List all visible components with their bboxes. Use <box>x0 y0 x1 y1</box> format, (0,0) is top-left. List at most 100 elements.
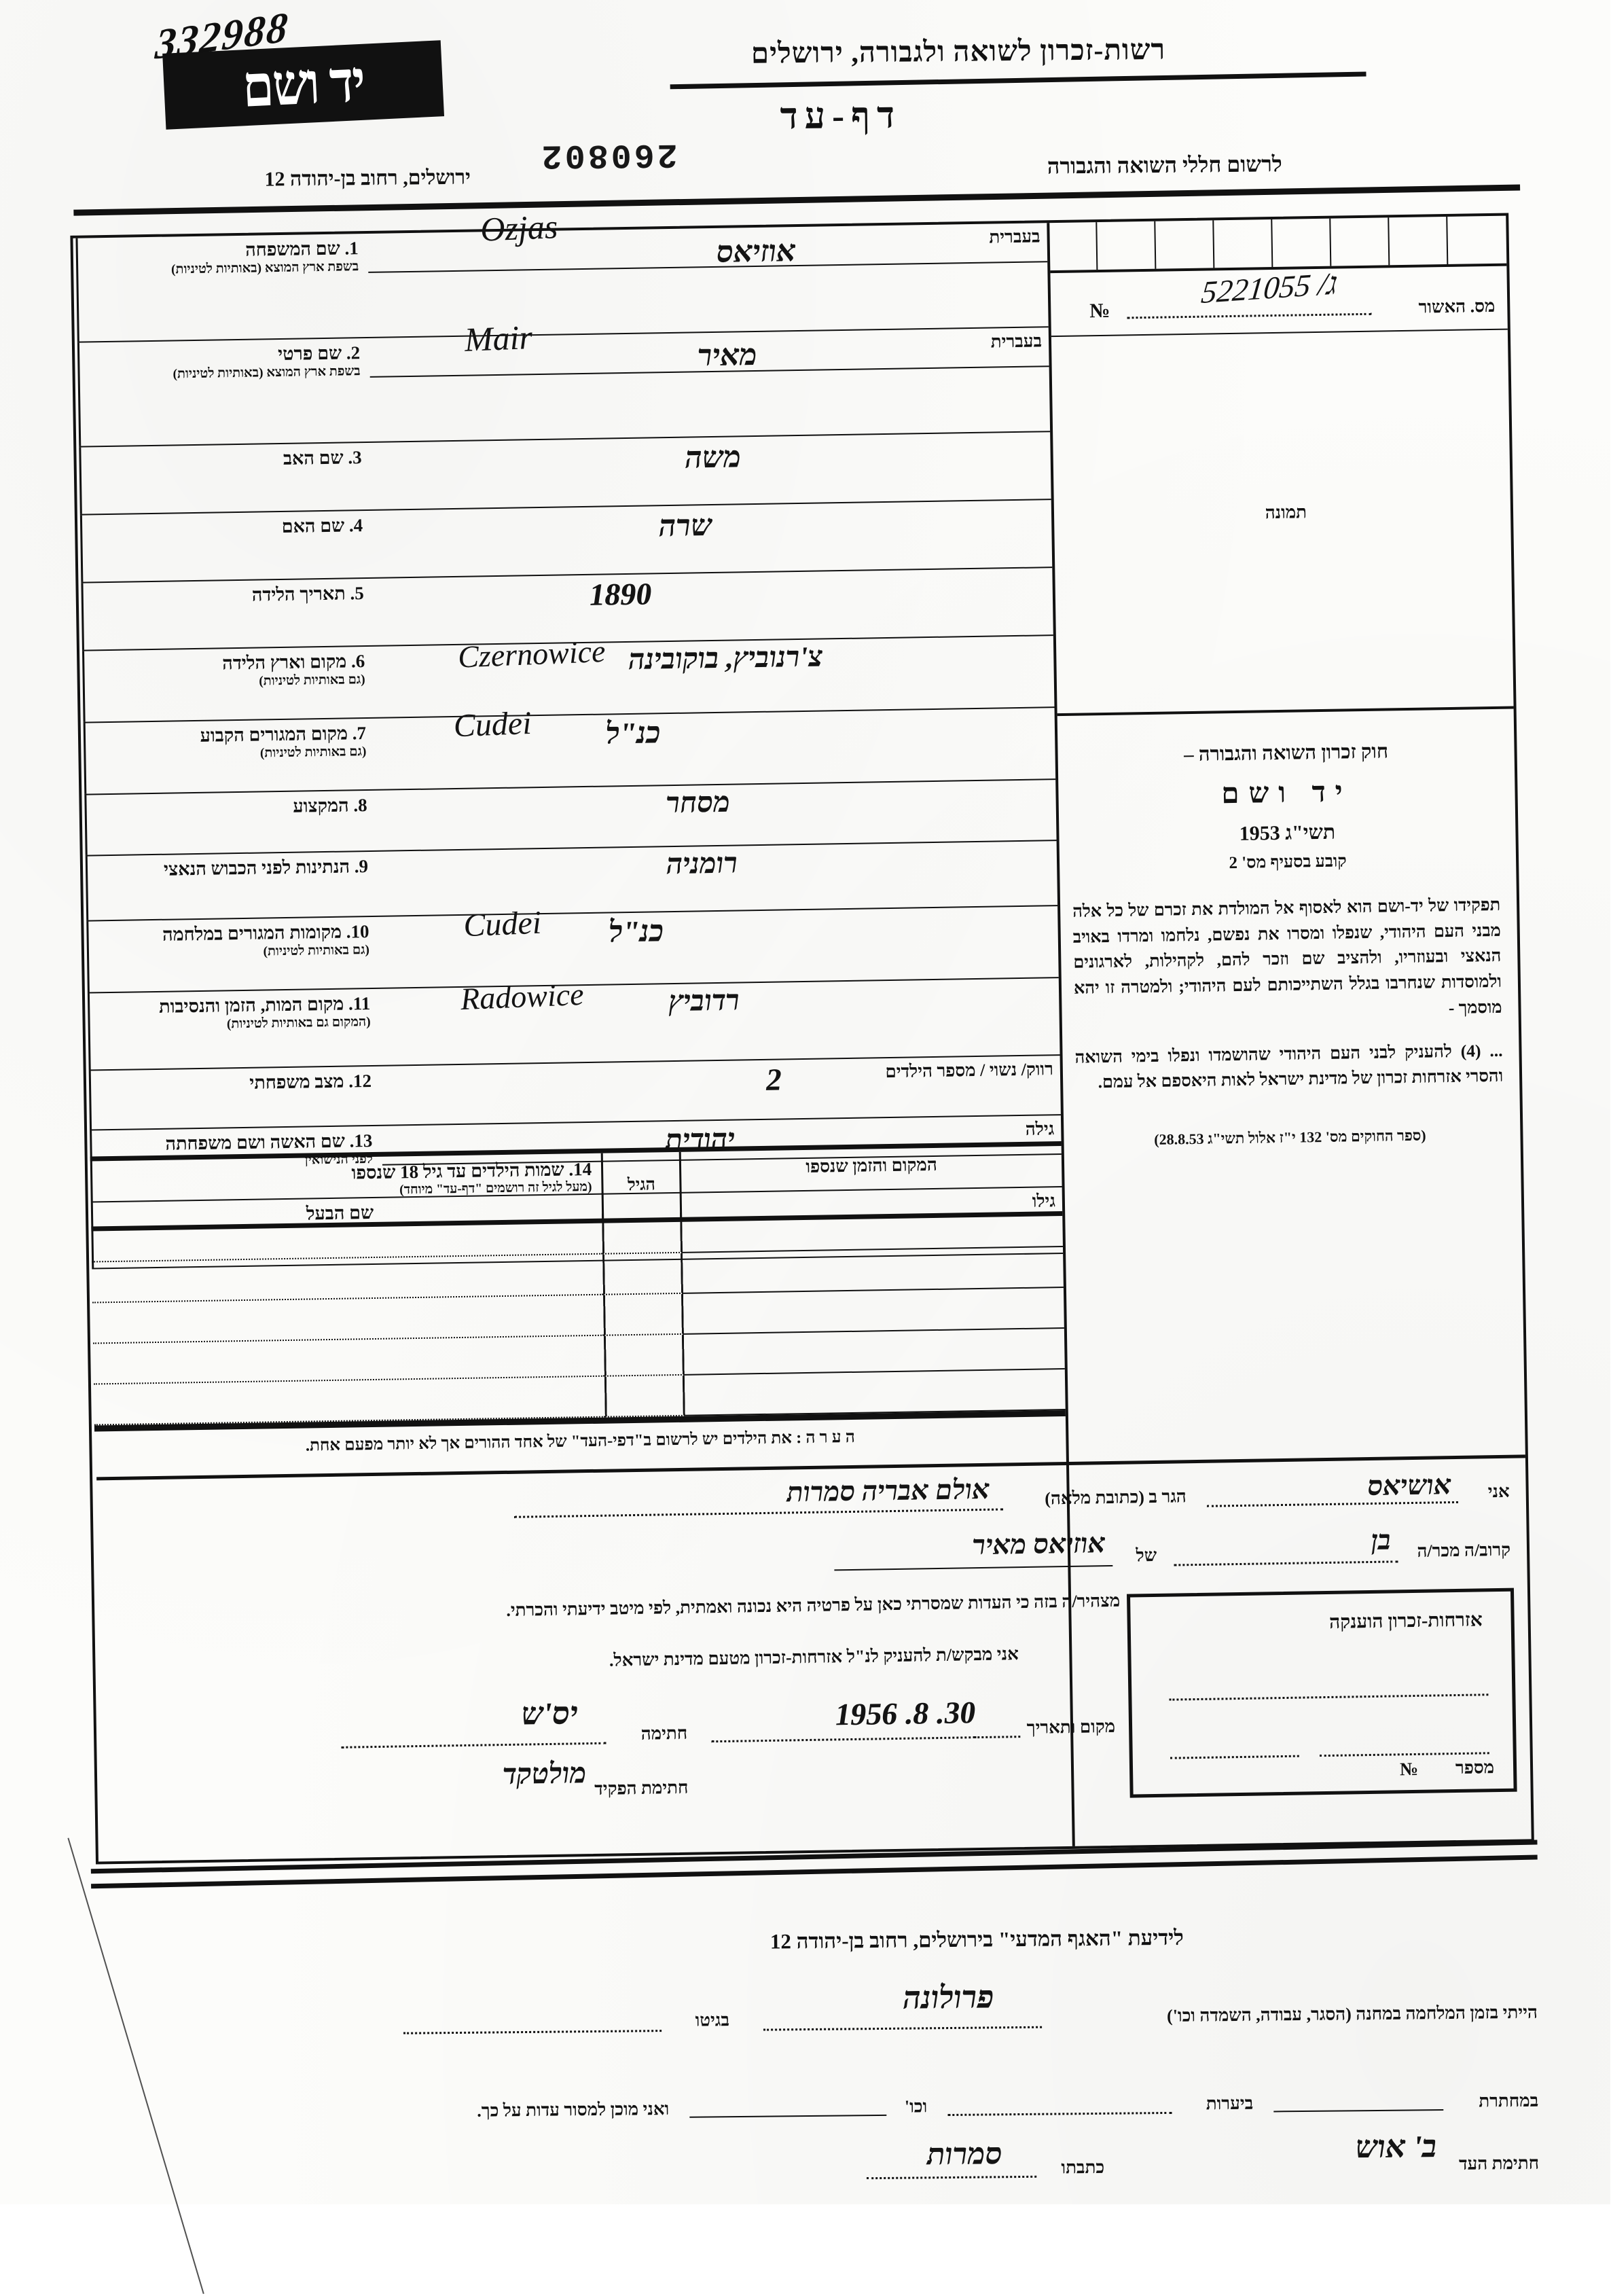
note-text: ה ע ר ה : את הילדים יש לרשום ב"דפי-העד" … <box>306 1427 856 1455</box>
footer-underground-label: במחתרת <box>1479 2090 1540 2111</box>
children-field-title: שמות הילדים עד גיל 18 שנספו <box>352 1159 565 1183</box>
witness-address-handwritten: סמרות <box>925 2137 1006 2172</box>
field-value-cell[interactable]: כנ"ל Cudei <box>379 904 1060 988</box>
law-section: קובע בסעיף מס' 2 <box>1229 852 1347 873</box>
citizenship-number-label: מספר <box>1455 1757 1496 1778</box>
photo-label: תמונה <box>1265 502 1308 523</box>
officer-signature-label: חתימת הפקיד <box>595 1777 689 1799</box>
children-cell-place[interactable] <box>683 1247 1064 1294</box>
field-label: 11. מקום המות, הזמן והנסיבות <box>159 993 372 1017</box>
children-col-place: המקום והזמן שנספו <box>806 1154 939 1177</box>
footer-lines: הייתי בזמן המלחמה במחנה (הסגר, עבודה, הש… <box>98 1979 1540 2180</box>
field-sublabel: בשפת ארץ המוצא (באותיות לטיניות) <box>171 259 360 277</box>
children-cell-place[interactable] <box>685 1369 1066 1416</box>
field-value-hebrew-handwritten: 2 <box>764 1062 785 1097</box>
law-text-block: חוק זכרון השואה והגבורה – יד ושם תשי"ג 1… <box>1057 706 1525 1422</box>
field-label: 10. מקומות המגורים במלחמה <box>162 921 370 945</box>
citizenship-number-symbol: № <box>1400 1758 1419 1780</box>
children-cell-place[interactable] <box>683 1288 1065 1335</box>
field-value-cell[interactable]: משה <box>372 432 1051 509</box>
place-date-value: 30. 8. 1956 <box>833 1695 979 1732</box>
field-label: 4. שם האם <box>282 515 364 537</box>
field-value-hebrew-handwritten: רומניה <box>664 848 741 881</box>
field-hebrew-tag: רווק/ נשוי / מספר הילדים <box>886 1059 1055 1082</box>
witness-signature-label: חתימת העד <box>1459 2153 1540 2174</box>
declarant-address-handwritten: אולם אבריה סמרות <box>784 1473 992 1508</box>
field-value-cell[interactable]: מסחר <box>377 780 1057 850</box>
field-inner-rule <box>369 261 1049 273</box>
field-value-cell[interactable]: רדוביץ Radowice <box>380 977 1061 1065</box>
field-label: 5. תאריך הלידה <box>252 583 365 605</box>
children-col-age: הגיל <box>601 1151 683 1219</box>
children-cell-age[interactable] <box>604 1334 685 1377</box>
field-hebrew-tag: גילה <box>1026 1119 1055 1139</box>
officer-signature-handwritten: מולטקד <box>501 1758 590 1791</box>
children-cell-age[interactable] <box>603 1253 684 1295</box>
witness-address-label: כתבתו <box>1062 2157 1106 2178</box>
top-grid-cells <box>1050 216 1507 271</box>
footer-consent-text: ואני מוכן למסור עדות על כך. <box>477 2098 670 2121</box>
field-row-2: בעברית מאיר Mair 2. שם פרטי בשפת ארץ המוצא (… <box>77 318 1051 448</box>
law-name: יד ושם <box>1221 776 1354 810</box>
footer-camp-label: הייתי בזמן המלחמה במחנה (הסגר, עבודה, הש… <box>1167 2002 1539 2026</box>
field-label-cell: 9. הנתינות לפני הכבוש הנאצי <box>86 851 380 920</box>
citizenship-box-title: אזרחות-זכרון הוענקה <box>1329 1609 1483 1633</box>
organization-address: ירושלים, רחוב בן-יהודה 12 <box>265 166 472 191</box>
law-citation: (ספר החוקים מס' 132 י"ז אלול תשי"ג 28.8.… <box>1155 1126 1427 1149</box>
field-sublabel: (גם באותיות לטיניות) <box>259 672 366 689</box>
field-label-cell: 11. מקום המות, הזמן והנסיבות (המקום גם בא… <box>88 988 382 1070</box>
citizenship-box-line-2a <box>1320 1752 1490 1757</box>
law-paragraph-1: תפקידו של יד-ושם הוא לאסוף אל המולדת את … <box>1072 894 1503 1018</box>
field-value-cell[interactable]: צ'רנוביץ, בוקובינה Czernowice <box>375 634 1055 717</box>
field-label-cell: 7. מקום המגורים הקבוע (גם באותיות לטיניות… <box>84 718 378 794</box>
field-label-cell: 10. מקומות המגורים במלחמה (גם באותיות לטי… <box>87 916 380 992</box>
declaration-relation-handwritten: בן <box>1369 1524 1394 1556</box>
field-label: 7. מקום המגורים הקבוע <box>200 723 367 746</box>
field-hebrew-tag: בעברית <box>990 226 1041 247</box>
field-value-cell[interactable]: 1890 <box>374 568 1053 645</box>
law-paragraph-2: ... (4) להעניק לבני העם היהודי שהושמדו ו… <box>1075 1040 1504 1092</box>
field-value-cell[interactable]: בעברית מאיר Mair <box>370 318 1051 442</box>
field-sublabel: (גם באותיות לטיניות) <box>260 745 367 761</box>
children-field-no: 14. <box>569 1158 593 1180</box>
footer-etc-label: וכו' <box>905 2096 928 2117</box>
footer-camp-handwritten: פרולונה <box>901 1979 998 2015</box>
field-row-11: רדוביץ Radowice 11. מקום המות, הזמן והנסיב… <box>88 977 1061 1071</box>
field-value-latin-handwritten: Cudei <box>463 904 543 944</box>
approval-number-handwritten: ג/ 5221055 <box>1199 266 1340 310</box>
place-date-label: מקום ותאריך <box>1027 1716 1117 1738</box>
children-cell-place[interactable] <box>683 1206 1064 1253</box>
field-label-cell: 3. שם האב <box>79 442 373 514</box>
field-value-cell[interactable]: שרה <box>373 500 1053 577</box>
field-sublabel: (גם באותיות לטיניות) <box>264 943 371 959</box>
field-value-hebrew-handwritten: כנ"ל <box>607 914 668 949</box>
field-label-cell: 2. שם פרטי בשפת ארץ המוצא (באותיות לטיניו… <box>77 338 372 446</box>
citizenship-box-line-2b <box>1170 1755 1300 1759</box>
children-cell-age[interactable] <box>602 1212 684 1255</box>
organization-title: רשות-זכרון לשואה ולגבורה, ירושלים <box>751 34 1167 70</box>
field-label: 3. שם האב <box>283 447 363 469</box>
children-cell-place[interactable] <box>684 1329 1066 1376</box>
field-value-hebrew-handwritten: רדוביץ <box>667 985 743 1018</box>
children-cell-age[interactable] <box>603 1293 685 1336</box>
field-value-hebrew-handwritten: מסחר <box>664 787 733 820</box>
field-label-cell: 6. מקום וארץ הלידה (גם באותיות לטיניות) <box>83 646 376 722</box>
field-value-cell[interactable]: רווק/ נשוי / מספר הילדים 2 <box>382 1056 1062 1125</box>
page-title: דף-עד <box>780 94 903 137</box>
field-sublabel: בשפת ארץ המוצא (באותיות לטיניות) <box>173 364 361 382</box>
footer-forests-label: ביערות <box>1206 2093 1254 2114</box>
paper-background <box>0 0 1611 2204</box>
law-heading: חוק זכרון השואה והגבורה – <box>1184 740 1390 766</box>
field-value-latin-handwritten: Cudei <box>454 704 533 745</box>
signature-date-row: מקום ותאריך 30. 8. 1956 חתימה יס'ש חתימת… <box>103 1689 1123 1808</box>
field-hebrew-tag: בעברית <box>991 331 1043 352</box>
document-sheet: רשות-זכרון לשואה ולגבורה, ירושלים דף-עד … <box>68 3 1540 2295</box>
children-cell-age[interactable] <box>604 1375 686 1418</box>
stamp-number: 260802 <box>539 134 678 175</box>
field-label-cell: 12. מצב משפחתי <box>89 1066 383 1130</box>
field-value-hebrew-handwritten: צ'רנוביץ, בוקובינה <box>626 641 826 677</box>
field-value-cell[interactable]: רומניה <box>378 841 1058 916</box>
field-label: 9. הנתינות לפני הכבוש הנאצי <box>164 856 369 880</box>
field-value-cell[interactable]: כנ"ל Cudei <box>376 705 1057 789</box>
header-rule-top <box>670 71 1367 90</box>
